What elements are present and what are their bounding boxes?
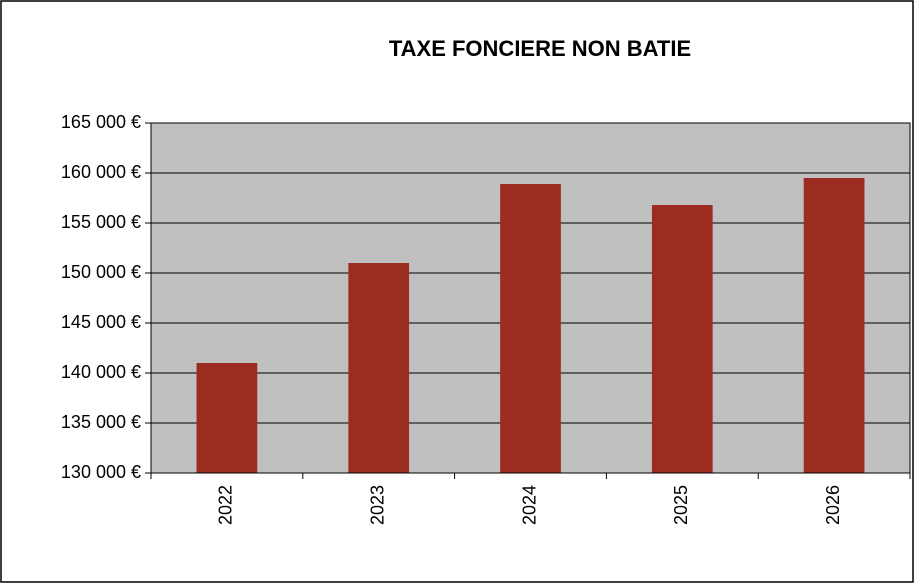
- y-tick-label: 135 000 €: [61, 412, 141, 432]
- chart-title: TAXE FONCIERE NON BATIE: [389, 36, 691, 61]
- bar: [500, 184, 561, 473]
- x-tick-label: 2022: [216, 485, 236, 525]
- bar: [803, 178, 865, 473]
- y-tick-label: 165 000 €: [61, 112, 141, 132]
- bar: [196, 363, 258, 473]
- x-tick-label: 2025: [671, 485, 691, 525]
- x-tick-label: 2024: [519, 485, 539, 525]
- y-tick-label: 140 000 €: [61, 362, 141, 382]
- x-tick-label: 2023: [367, 485, 387, 525]
- bar: [651, 205, 713, 473]
- y-tick-label: 160 000 €: [61, 162, 141, 182]
- y-tick-label: 155 000 €: [61, 212, 141, 232]
- x-tick-label: 2026: [823, 485, 843, 525]
- y-tick-label: 150 000 €: [61, 262, 141, 282]
- bar: [348, 263, 410, 473]
- y-tick-label: 130 000 €: [61, 462, 141, 482]
- y-tick-label: 145 000 €: [61, 312, 141, 332]
